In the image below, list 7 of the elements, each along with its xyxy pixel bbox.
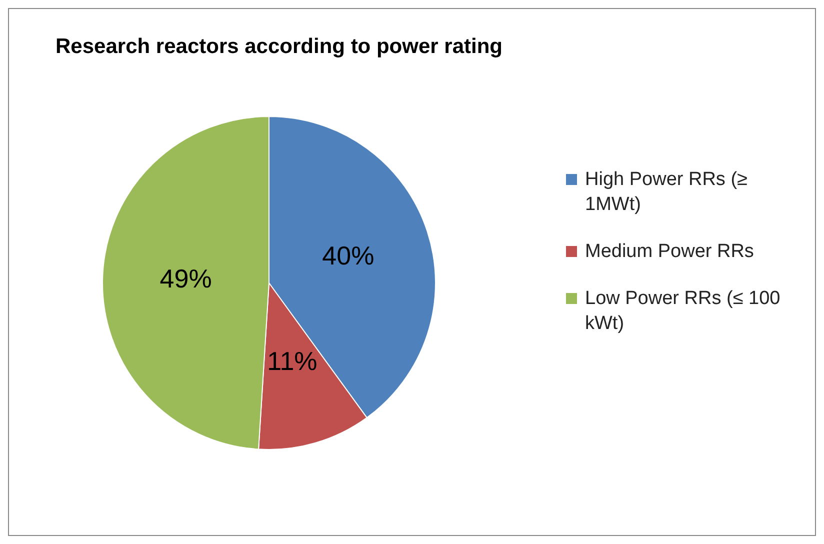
legend-label: High Power RRs (≥ 1MWt) [585, 168, 748, 217]
data-label: 40% [322, 240, 374, 270]
data-label: 11% [267, 346, 318, 376]
data-label: 49% [160, 264, 212, 294]
legend-label: Medium Power RRs [585, 240, 754, 264]
chart-title: Research reactors according to power rating [54, 35, 504, 59]
legend-label: Low Power RRs (≤ 100 kWt) [585, 287, 782, 336]
